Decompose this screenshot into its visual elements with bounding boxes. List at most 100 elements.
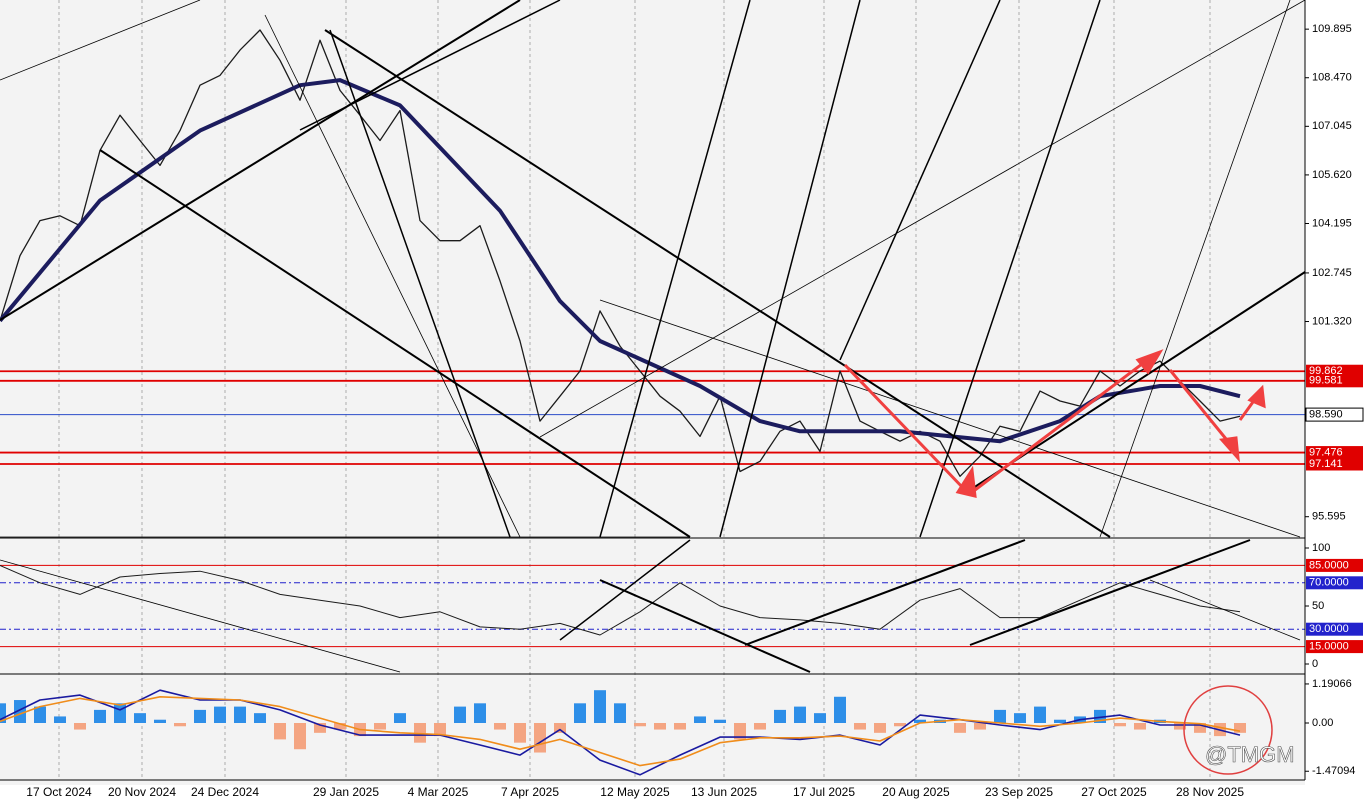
y-tick-label: 108.470 bbox=[1312, 72, 1352, 84]
level-label: 97.476 bbox=[1309, 446, 1343, 458]
level-label-box bbox=[1306, 622, 1363, 636]
histogram-bar bbox=[334, 722, 346, 730]
series-line bbox=[0, 689, 1241, 776]
histogram-bar bbox=[914, 719, 926, 723]
histogram-bar bbox=[694, 716, 706, 723]
histogram-bar bbox=[154, 719, 166, 723]
level-label: 97.141 bbox=[1309, 458, 1343, 470]
y-tick-label: 0.00 bbox=[1312, 717, 1333, 729]
histogram-bar bbox=[454, 706, 466, 723]
histogram-bar bbox=[834, 696, 846, 723]
histogram-bar bbox=[534, 722, 546, 753]
histogram-bar bbox=[54, 716, 66, 723]
y-tick-label: 104.195 bbox=[1312, 217, 1352, 229]
level-label: 70.0000 bbox=[1309, 577, 1349, 589]
x-tick-label: 20 Nov 2024 bbox=[108, 785, 176, 799]
histogram-bar bbox=[1174, 722, 1186, 730]
histogram-bar bbox=[414, 722, 426, 743]
level-label: 85.0000 bbox=[1309, 559, 1349, 571]
x-tick-label: 4 Mar 2025 bbox=[408, 785, 469, 799]
histogram-bar bbox=[274, 722, 286, 740]
x-tick-label: 20 Aug 2025 bbox=[882, 785, 950, 799]
histogram-bar bbox=[34, 706, 46, 723]
level-label-box bbox=[1306, 374, 1363, 388]
histogram-bar bbox=[94, 709, 106, 723]
annotation-arrows bbox=[843, 349, 1266, 498]
histogram-bar bbox=[494, 722, 506, 730]
histogram-bar bbox=[674, 722, 686, 730]
x-tick-label: 29 Jan 2025 bbox=[313, 785, 379, 799]
level-label-box bbox=[1305, 407, 1364, 422]
histogram-bar bbox=[614, 703, 626, 723]
level-label: 99.581 bbox=[1309, 375, 1343, 387]
histogram-bar bbox=[874, 722, 886, 733]
level-label: 99.862 bbox=[1309, 365, 1343, 377]
histogram-bar bbox=[894, 722, 906, 727]
histogram-bar bbox=[754, 722, 766, 730]
y-tick-label: 50 bbox=[1312, 600, 1324, 612]
histogram-bar bbox=[374, 722, 386, 730]
x-tick-label: 7 Apr 2025 bbox=[501, 785, 559, 799]
histogram-bar bbox=[594, 690, 606, 723]
histogram-bar bbox=[1034, 706, 1046, 723]
x-tick-label: 27 Oct 2025 bbox=[1081, 785, 1147, 799]
level-label: 15.0000 bbox=[1309, 641, 1349, 653]
histogram-bar bbox=[814, 713, 826, 723]
y-tick-label: 101.320 bbox=[1312, 315, 1352, 327]
histogram-bar bbox=[214, 706, 226, 723]
series-line bbox=[0, 564, 1241, 636]
histogram-bar bbox=[474, 703, 486, 723]
histogram-bar bbox=[1234, 722, 1246, 733]
level-label-box bbox=[1306, 457, 1363, 471]
series-line bbox=[0, 696, 1241, 767]
histogram-bar bbox=[974, 722, 986, 730]
watermark: @TMGM bbox=[1205, 742, 1295, 767]
histogram-bar bbox=[954, 722, 966, 733]
histogram-bar bbox=[854, 722, 866, 730]
level-label-box bbox=[1306, 576, 1363, 590]
level-label-box bbox=[1306, 446, 1363, 460]
x-tick-label: 28 Nov 2025 bbox=[1176, 785, 1244, 799]
histogram-bar bbox=[994, 709, 1006, 723]
series-line bbox=[0, 29, 1241, 477]
histogram-bar bbox=[1054, 719, 1066, 723]
level-label-box bbox=[1306, 558, 1363, 572]
histogram-bar bbox=[234, 706, 246, 723]
x-tick-label: 17 Oct 2024 bbox=[26, 785, 92, 799]
plot-background bbox=[0, 0, 1305, 785]
histogram-bar bbox=[1114, 722, 1126, 727]
histogram-bar bbox=[434, 722, 446, 737]
trend-lines bbox=[0, 0, 1306, 673]
histogram-bar bbox=[554, 722, 566, 733]
histogram-bar bbox=[1194, 722, 1206, 733]
level-label-box bbox=[1306, 640, 1363, 654]
histogram-bar bbox=[774, 709, 786, 723]
y-tick-label: 102.745 bbox=[1312, 267, 1352, 279]
histogram-bar bbox=[114, 703, 126, 723]
histogram-bar bbox=[74, 722, 86, 730]
histogram-bar bbox=[714, 719, 726, 723]
histogram-bar bbox=[734, 722, 746, 740]
y-tick-label: 100 bbox=[1312, 542, 1330, 554]
y-tick-label: 107.045 bbox=[1312, 120, 1352, 132]
histogram-bar bbox=[174, 722, 186, 727]
histogram-bar bbox=[794, 706, 806, 723]
x-tick-label: 23 Sep 2025 bbox=[985, 785, 1053, 799]
histogram-bar bbox=[134, 713, 146, 723]
y-tick-label: -1.47094 bbox=[1312, 765, 1355, 777]
y-tick-label: 95.595 bbox=[1312, 511, 1346, 523]
histogram-bar bbox=[294, 722, 306, 750]
histogram-bar bbox=[394, 713, 406, 723]
x-tick-label: 12 May 2025 bbox=[600, 785, 670, 799]
histogram-bar bbox=[14, 700, 26, 723]
highlight-circle bbox=[1183, 685, 1273, 775]
level-label: 30.0000 bbox=[1309, 623, 1349, 635]
histogram-bar bbox=[314, 722, 326, 733]
histogram-bar bbox=[1014, 713, 1026, 723]
x-tick-label: 13 Jun 2025 bbox=[691, 785, 757, 799]
histogram-bar bbox=[254, 713, 266, 723]
y-tick-label: 0 bbox=[1312, 658, 1318, 670]
level-label: 98.590 bbox=[1309, 409, 1343, 421]
x-tick-label: 17 Jul 2025 bbox=[793, 785, 855, 799]
